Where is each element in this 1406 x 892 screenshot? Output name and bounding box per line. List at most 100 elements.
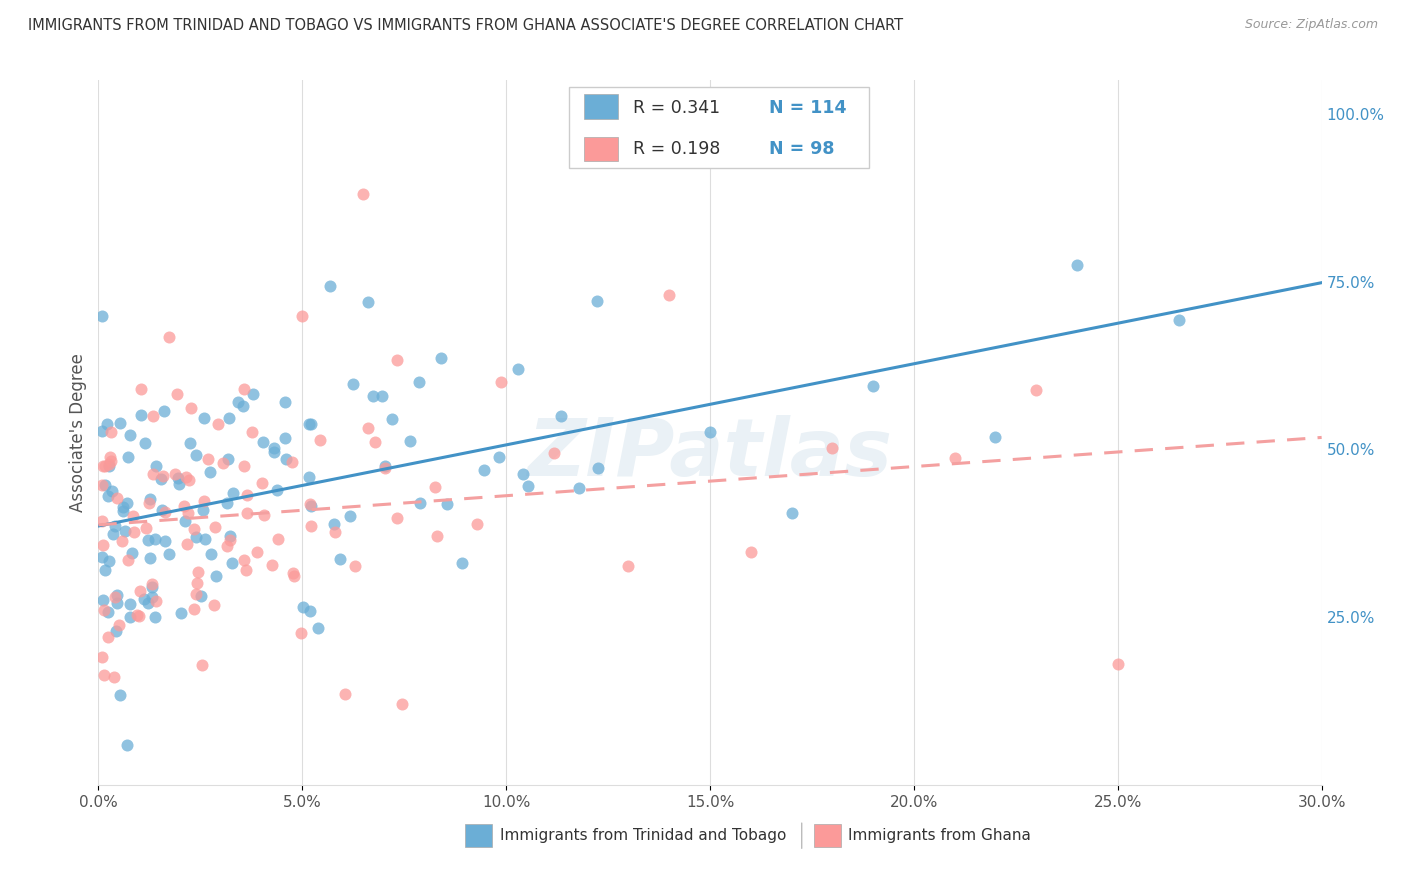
Point [318,279,340,293]
Point [183,601,205,615]
Point [134,436,156,450]
Point [200,547,222,561]
Point [233,553,256,567]
Point [100,450,122,465]
Point [408,376,430,390]
Bar [583,95,619,119]
Point [197,451,219,466]
Point [152,403,174,417]
Point [152,468,174,483]
Point [242,387,264,401]
Point [143,609,166,624]
Point [274,394,297,409]
Point [94,458,117,473]
Text: N = 114: N = 114 [769,100,846,118]
Point [100,454,122,468]
Point [166,387,188,401]
Point [467,516,489,531]
Point [204,520,226,534]
Point [240,425,263,439]
Point [517,479,540,493]
Point [217,451,239,466]
Point [298,470,321,484]
Point [329,552,352,566]
Point [165,467,187,482]
Text: IMMIGRANTS FROM TRINIDAD AND TOBAGO VS IMMIGRANTS FROM GHANA ASSOCIATE'S DEGREE : IMMIGRANTS FROM TRINIDAD AND TOBAGO VS I… [28,18,903,33]
Point [1167,313,1189,327]
Point [506,362,529,376]
Point [157,547,180,561]
Point [108,618,131,632]
Point [235,506,257,520]
Point [283,569,305,583]
Point [1025,383,1047,397]
Point [617,558,640,573]
Point [218,529,240,543]
Point [298,604,321,618]
Point [136,596,159,610]
Point [101,527,124,541]
Point [266,483,288,497]
Text: ZIPatlas: ZIPatlas [527,415,893,492]
Point [281,566,304,581]
Point [398,434,420,448]
Point [117,450,139,464]
Text: Immigrants from Ghana: Immigrants from Ghana [848,828,1031,843]
Point [219,533,242,547]
Point [780,506,803,520]
Point [180,401,202,416]
Point [173,499,195,513]
Point [98,458,121,472]
Point [96,417,118,432]
Point [184,448,207,462]
Point [91,309,114,323]
Point [235,563,257,577]
Point [104,590,127,604]
Point [1107,657,1129,672]
Point [299,417,322,432]
Point [436,497,458,511]
FancyBboxPatch shape [569,87,869,169]
Point [145,459,167,474]
Point [129,408,152,422]
Point [281,455,304,469]
Point [426,529,449,543]
Point [233,458,256,473]
Point [138,496,160,510]
Point [136,533,159,548]
Point [512,467,534,481]
Point [132,592,155,607]
Point [141,580,163,594]
Point [135,521,157,535]
Point [142,409,165,423]
Point [298,417,321,432]
Bar [814,824,841,847]
Point [139,551,162,566]
Point [821,442,844,456]
Point [174,469,197,483]
Point [105,596,128,610]
Point [252,508,274,522]
Point [276,452,298,467]
Text: R = 0.198: R = 0.198 [633,140,720,158]
Point [374,458,396,473]
Point [128,583,150,598]
Point [93,593,115,607]
Point [141,590,163,604]
Point [215,496,238,510]
Point [93,603,115,617]
Point [91,478,114,492]
Point [174,514,197,528]
Point [97,489,120,503]
Text: Immigrants from Trinidad and Tobago: Immigrants from Trinidad and Tobago [499,828,786,843]
Point [352,187,374,202]
Point [194,532,217,546]
Point [232,399,254,413]
Point [143,532,166,546]
Point [117,496,139,510]
Point [91,459,114,474]
Point [298,498,321,512]
Point [274,431,297,445]
Point [105,491,128,505]
Point [91,514,114,528]
